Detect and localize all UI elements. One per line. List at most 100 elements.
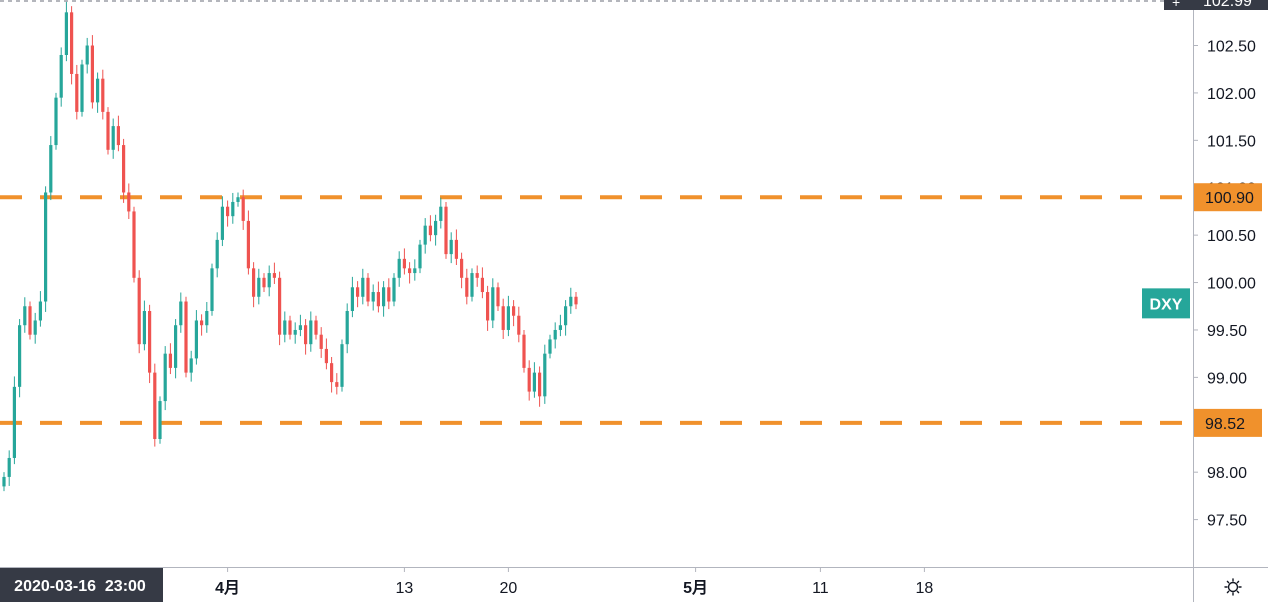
level-price-label: 100.90 [1205, 190, 1254, 207]
candle [465, 268, 469, 305]
symbol-badge: DXY [1142, 288, 1190, 319]
price-tick-label: 100.00 [1207, 276, 1256, 293]
candle [64, 1, 68, 62]
candle [470, 268, 474, 302]
candle [382, 281, 386, 317]
candle [158, 396, 162, 444]
candle [288, 315, 292, 340]
candle [356, 281, 360, 308]
candle [527, 360, 531, 401]
candle [454, 229, 458, 266]
candle [106, 107, 110, 155]
candle [174, 319, 178, 379]
candle [163, 346, 167, 411]
candle [324, 338, 328, 370]
level-price-badge: 98.52 [1194, 408, 1262, 437]
candle [80, 59, 84, 117]
candle [428, 215, 432, 242]
candle [293, 322, 297, 344]
candle [449, 232, 453, 264]
candle [205, 301, 209, 333]
candle [23, 297, 27, 333]
candle [506, 295, 510, 337]
time-tick-label: 4月 [215, 579, 240, 597]
candle [132, 206, 136, 283]
candle [553, 322, 557, 349]
candle [460, 252, 464, 289]
candle [257, 268, 261, 305]
candle [18, 319, 22, 398]
candle [569, 287, 573, 314]
candle [501, 298, 505, 339]
candle [44, 186, 48, 312]
candle [304, 319, 308, 355]
time-tick-label: 20 [500, 580, 518, 597]
candle [272, 262, 276, 284]
candle [335, 373, 339, 395]
candle [96, 72, 100, 113]
candle [2, 472, 6, 492]
candle [7, 450, 11, 486]
candle [376, 281, 380, 313]
level-price-badge: 100.90 [1194, 183, 1262, 212]
candle [444, 201, 448, 259]
candle [267, 265, 271, 297]
candle [480, 267, 484, 299]
candle [397, 251, 401, 287]
candle [517, 306, 521, 343]
candle [85, 37, 89, 74]
price-tick-label: 99.00 [1207, 370, 1247, 387]
candle [439, 197, 443, 229]
candle [12, 376, 16, 465]
candle [532, 362, 536, 398]
settings-gear-icon[interactable] [1224, 578, 1242, 596]
candle [418, 239, 422, 274]
candle [116, 115, 120, 152]
candle [142, 300, 146, 351]
price-tick-label: 100.50 [1207, 228, 1256, 245]
candle [200, 314, 204, 336]
candle [371, 284, 375, 311]
candle [361, 268, 365, 305]
candle [236, 192, 240, 207]
candle [330, 356, 334, 393]
time-tick-label: 11 [812, 580, 829, 597]
price-tick-label: 102.00 [1207, 86, 1256, 103]
time-tick-label: 5月 [683, 579, 708, 597]
crosshair-time-label: 2020-03-16 23:00 [14, 578, 146, 595]
candle [512, 300, 516, 327]
candle [366, 273, 370, 307]
symbol-badge-label: DXY [1150, 296, 1183, 313]
candle [226, 200, 230, 227]
candle [179, 292, 183, 333]
price-tick-label: 102.50 [1207, 39, 1256, 56]
candle [434, 214, 438, 246]
candle [475, 265, 479, 287]
candle [101, 69, 105, 120]
price-axis[interactable]: 102.50102.00101.50101.00100.50100.0099.5… [1193, 39, 1256, 530]
candle [408, 262, 412, 284]
price-tick-label: 99.50 [1207, 323, 1247, 340]
candle [574, 292, 578, 310]
candle [262, 273, 266, 293]
time-tick-label: 18 [916, 580, 934, 597]
candles [2, 1, 578, 492]
price-badges: 100.90 98.52 DXY [1142, 183, 1262, 437]
candle [543, 344, 547, 404]
candle [319, 327, 323, 358]
crosshair-price-badge: + 102.99 [1164, 0, 1268, 10]
plot-area[interactable] [0, 0, 1193, 567]
candle [246, 210, 250, 275]
candle [148, 304, 152, 384]
candle [387, 278, 391, 310]
candle [210, 263, 214, 316]
candle [538, 366, 542, 407]
candle [75, 64, 79, 120]
price-tick-label: 101.50 [1207, 133, 1256, 150]
candle [137, 270, 141, 354]
time-axis[interactable]: 4月 13 20 5月 11 18 [215, 567, 933, 597]
candle [413, 259, 417, 281]
candle [340, 339, 344, 392]
